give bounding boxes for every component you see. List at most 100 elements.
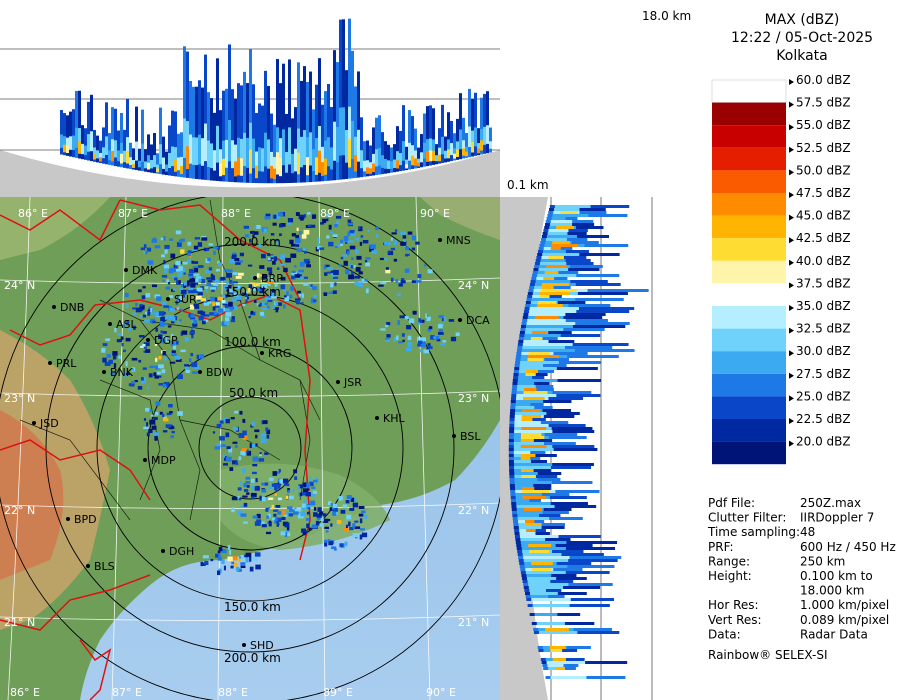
top-echo-column: [357, 71, 360, 178]
echo-cell: [231, 561, 235, 565]
echo-cell: [351, 257, 354, 260]
echo-cell: [385, 269, 391, 274]
lon-label: 86° E: [18, 207, 48, 220]
scale-swatch: [712, 283, 786, 306]
echo-cell: [265, 297, 270, 302]
echo-cell: [208, 267, 213, 271]
echo-cell: [148, 373, 153, 378]
side-echo-core: [523, 559, 569, 562]
echo-cell: [224, 456, 227, 461]
side-echo-core: [550, 223, 573, 226]
top-echo-peak: [453, 153, 456, 159]
echo-cell: [252, 557, 258, 562]
scale-label: 52.5 dBZ: [796, 141, 851, 155]
echo-cell: [405, 347, 412, 352]
top-echo-core: [321, 146, 324, 170]
top-echo-column: [378, 115, 381, 175]
echo-cell: [266, 429, 271, 435]
echo-cell: [211, 287, 215, 293]
echo-cell: [339, 543, 344, 548]
echo-cell: [248, 284, 253, 289]
top-echo-core: [255, 151, 258, 173]
echo-cell: [142, 376, 146, 381]
echo-cell: [213, 311, 217, 315]
side-echo-core: [523, 556, 570, 559]
top-echo-peak: [417, 162, 420, 167]
top-echo-column: [462, 117, 465, 159]
echo-cell: [261, 307, 268, 310]
top-echo-column: [336, 62, 339, 180]
side-echo-core: [527, 580, 551, 583]
echo-cell: [285, 495, 289, 500]
echo-cell: [307, 224, 312, 228]
echo-cell: [159, 321, 165, 327]
top-echo-core: [264, 132, 267, 167]
echo-cell: [258, 243, 262, 248]
echo-cell: [154, 436, 158, 441]
top-echo-core: [303, 130, 306, 165]
echo-cell: [326, 218, 329, 222]
echo-cell: [399, 315, 405, 319]
top-echo-peak: [438, 154, 441, 162]
echo-cell: [420, 343, 427, 348]
top-echo-column: [312, 109, 315, 182]
echo-cell: [254, 429, 260, 433]
echo-cell: [283, 304, 286, 309]
top-echo-core: [279, 138, 282, 169]
echo-cell: [165, 338, 171, 342]
echo-cell: [375, 226, 379, 231]
echo-cell: [349, 245, 356, 250]
top-echo-column: [252, 84, 255, 183]
top-echo-peak: [348, 138, 351, 168]
echo-cell: [256, 513, 261, 519]
top-echo-peak: [147, 162, 150, 170]
echo-cell: [428, 346, 433, 349]
echo-cell: [283, 267, 288, 273]
echo-cell: [275, 516, 278, 522]
side-echo-peak: [545, 628, 569, 631]
echo-cell: [283, 514, 288, 517]
echo-cell: [249, 282, 255, 286]
side-echo-core: [536, 622, 565, 625]
echo-cell: [121, 324, 126, 327]
echo-cell: [219, 420, 224, 424]
top-echo-column: [414, 128, 417, 169]
echo-cell: [346, 514, 352, 520]
echo-cell: [351, 264, 356, 268]
echo-cell: [326, 235, 330, 239]
side-echo-peak: [531, 562, 553, 565]
echo-cell: [393, 337, 397, 342]
top-echo-core: [390, 161, 393, 169]
echo-cell: [405, 246, 409, 251]
echo-cell: [253, 231, 259, 235]
echo-cell: [162, 383, 168, 388]
top-echo-core: [297, 128, 300, 165]
echo-cell: [290, 253, 297, 258]
city-label-prl: PRL: [56, 357, 77, 370]
top-echo-column: [78, 90, 81, 159]
echo-cell: [276, 523, 280, 526]
top-echo-core: [114, 140, 117, 158]
echo-cell: [174, 356, 181, 360]
echo-cell: [153, 372, 157, 377]
top-echo-core: [372, 153, 375, 169]
echo-cell: [361, 532, 368, 538]
side-echo-core: [523, 340, 549, 343]
echo-cell: [158, 375, 162, 378]
city-dot: [253, 276, 257, 280]
top-echo-column: [147, 134, 150, 173]
top-echo-column: [69, 111, 72, 157]
lat-label: 21° N: [4, 616, 35, 629]
echo-cell: [216, 443, 220, 447]
side-echo-peak: [552, 658, 566, 661]
side-echo-peak: [539, 292, 570, 295]
echo-cell: [261, 253, 266, 259]
echo-cell: [275, 505, 281, 508]
lon-label: 88° E: [221, 207, 251, 220]
echo-cell: [248, 288, 253, 291]
echo-cell: [351, 271, 354, 276]
echo-cell: [268, 276, 274, 281]
city-dot: [452, 434, 456, 438]
top-echo-column: [231, 89, 234, 183]
